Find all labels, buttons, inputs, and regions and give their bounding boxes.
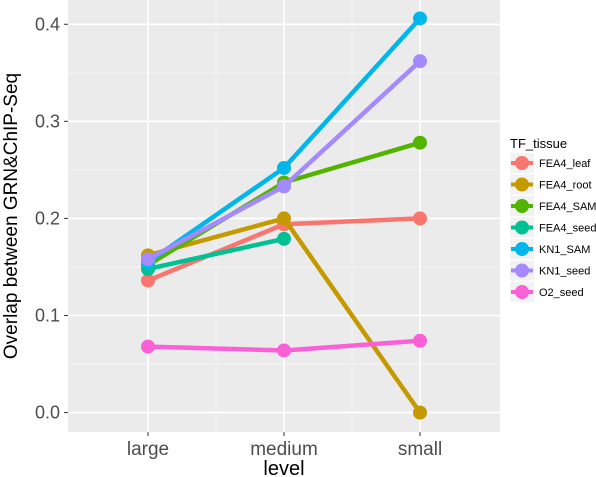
x-axis-title: level (263, 458, 304, 477)
data-point (413, 54, 427, 69)
series-line (145, 236, 287, 272)
data-point (413, 405, 427, 420)
data-point (277, 231, 291, 246)
legend-title: TF_tissue (510, 136, 567, 151)
y-axis-title: Overlap between GRN&ChIP-Seq (1, 73, 22, 359)
legend-label: FEA4_SAM (539, 201, 596, 213)
data-point (141, 339, 155, 354)
y-axis-ticks: 0.0 0.1 0.2 0.3 0.4 (35, 14, 68, 423)
data-point (141, 252, 155, 267)
legend-label: FEA4_root (539, 180, 592, 192)
legend-label: KN1_SAM (539, 244, 590, 256)
legend-key-point (515, 220, 529, 235)
data-point (413, 333, 427, 348)
y-tick-label: 0.2 (35, 208, 60, 228)
legend-item: FEA4_SAM (510, 196, 596, 216)
data-point (413, 135, 427, 150)
data-point (277, 211, 291, 226)
data-point (277, 179, 291, 194)
legend-key-point (515, 177, 529, 192)
legend-label: FEA4_seed (539, 223, 596, 235)
data-point (141, 273, 155, 288)
series-O2_seed (141, 333, 427, 358)
legend-key-point (515, 263, 529, 278)
x-tick-label: large (127, 439, 169, 460)
legend-key-point (515, 285, 529, 299)
data-point (413, 211, 427, 226)
data-point (277, 160, 291, 175)
y-tick-label: 0.1 (35, 306, 60, 326)
series-layer (141, 11, 427, 420)
legend-key-point (515, 199, 529, 213)
y-tick-label: 0.4 (35, 14, 60, 34)
legend-label: FEA4_leaf (539, 158, 591, 170)
y-tick-label: 0.0 (35, 403, 60, 423)
x-tick-label: medium (250, 439, 318, 460)
series-KN1_seed (141, 54, 427, 267)
legend-item: KN1_SAM (510, 239, 590, 259)
legend-label: O2_seed (539, 287, 584, 299)
legend: TF_tissue FEA4_leaf FEA4_root FEA4_SAM FEA4… (510, 136, 596, 302)
data-point (277, 343, 291, 358)
legend-item: FEA4_root (510, 174, 592, 195)
legend-item: O2_seed (510, 282, 584, 302)
x-axis-ticks: large medium small (127, 432, 442, 460)
x-tick-label: small (398, 439, 442, 460)
legend-key-point (515, 156, 529, 170)
legend-item: KN1_seed (510, 260, 590, 281)
legend-item: FEA4_leaf (510, 153, 591, 173)
legend-item: FEA4_seed (510, 217, 596, 238)
legend-label: KN1_seed (539, 266, 590, 278)
y-tick-label: 0.3 (35, 111, 60, 131)
legend-key-point (515, 242, 529, 256)
data-point (413, 11, 427, 26)
